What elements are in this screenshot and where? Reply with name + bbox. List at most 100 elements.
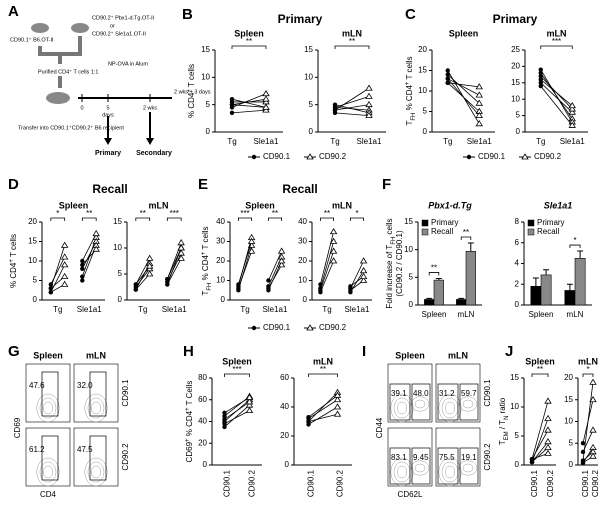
y-tick-label: 15 — [304, 45, 313, 54]
data-point — [589, 378, 597, 385]
contour — [458, 396, 478, 412]
pair-line — [135, 265, 150, 285]
contour — [462, 463, 474, 473]
gate-value: 75.5 — [439, 453, 455, 462]
data-point — [165, 282, 170, 287]
y-tick-label: 30 — [216, 237, 225, 246]
y-tick-label: 5 — [516, 111, 521, 120]
significance: ** — [324, 209, 330, 218]
pair-line — [320, 231, 334, 285]
label-part: T — [498, 440, 507, 445]
data-point — [445, 76, 450, 81]
legend-label: CD90.1 — [263, 323, 291, 332]
time-label: 0 — [80, 105, 83, 111]
gate — [437, 383, 459, 421]
y-tick-label: 80 — [198, 373, 207, 382]
y-tick-label: 0 — [423, 127, 428, 136]
label-part: % CD4 — [405, 85, 414, 113]
significance: *** — [232, 365, 241, 374]
subplot-title: Spleen — [234, 28, 264, 38]
data-point — [359, 266, 368, 274]
contour — [42, 465, 54, 479]
data-point — [589, 452, 597, 459]
legend-marker — [251, 325, 257, 331]
pair-line — [231, 98, 267, 106]
data-point — [60, 241, 69, 248]
y-tick-label: 15 — [404, 217, 413, 226]
label-part: + — [185, 407, 191, 411]
contour — [462, 399, 474, 409]
data-point — [222, 413, 227, 419]
pair-line — [531, 430, 549, 460]
y-tick-label: 5 — [569, 438, 574, 447]
data-point — [329, 257, 338, 264]
label-part: / T — [498, 420, 507, 432]
gate-value: 47.6 — [29, 381, 45, 390]
label-part: T cells — [187, 64, 196, 89]
label-part: FH — [391, 237, 397, 245]
contour — [84, 393, 108, 423]
data-point — [580, 441, 586, 446]
data-point — [538, 77, 543, 82]
timeline-ticks — [81, 94, 151, 102]
panel-letter: I — [362, 343, 366, 360]
pair-line — [224, 401, 250, 420]
data-point — [48, 286, 54, 291]
sig-bracket — [135, 217, 151, 221]
y-tick-label: 10 — [216, 276, 225, 285]
label-part: CD69 — [185, 441, 194, 462]
x-tick-label: Sle1a1 — [254, 137, 279, 146]
pair-line — [308, 395, 338, 418]
x-tick-label: CD90.2 — [591, 469, 600, 497]
pair-line — [231, 93, 267, 108]
pair-line — [82, 249, 97, 266]
pair-line — [50, 245, 66, 289]
y-tick-label: 4 — [515, 259, 520, 268]
pair-line — [135, 258, 151, 285]
time-label: 5 — [106, 105, 109, 111]
subplot-title: Spleen — [222, 356, 252, 366]
y-tick-label: 6 — [515, 238, 520, 247]
significance: ** — [431, 264, 437, 273]
bar — [540, 274, 552, 306]
contour — [444, 401, 456, 415]
y-tick-label: 15 — [418, 66, 427, 75]
legend-swatch — [421, 228, 429, 236]
contour — [410, 460, 430, 476]
gate — [41, 435, 59, 481]
axis-label: % CD4+ T cells — [9, 234, 19, 288]
contour — [390, 457, 414, 487]
significance: ** — [349, 37, 355, 46]
y-tick-label: 0 — [221, 295, 226, 304]
panel-title: Recall — [282, 182, 317, 196]
x-tick-label: CD90.2 — [546, 469, 555, 497]
subplot-title: Pbx1-d.Tg — [428, 200, 472, 210]
data-point — [544, 414, 552, 421]
data-point — [145, 270, 154, 277]
panel-letter: D — [8, 176, 19, 193]
panel-title: Primary — [493, 12, 538, 26]
legend-label: Primary — [537, 218, 565, 227]
data-point — [92, 229, 100, 237]
flow-plot — [25, 427, 71, 487]
pair-line — [135, 268, 150, 288]
donor-label: CD90.2⁺ Sle1a1.OT-II — [92, 30, 146, 37]
x-tick-label: Sle1a1 — [77, 305, 102, 314]
pair-line — [238, 241, 252, 285]
data-point — [544, 438, 552, 445]
data-point — [329, 247, 338, 254]
panel-letter: G — [8, 343, 20, 360]
gate — [389, 447, 411, 485]
panel-letter: B — [182, 6, 193, 23]
y-tick-label: 15 — [28, 237, 37, 246]
panel-letter: A — [8, 3, 19, 20]
subplot-title: mLN — [313, 356, 333, 366]
bar — [574, 258, 586, 306]
pair-line — [540, 69, 573, 123]
error-bar — [543, 269, 550, 275]
pair-line — [166, 253, 182, 282]
y-tick-label: 0 — [33, 295, 38, 304]
label-part: N — [504, 416, 510, 420]
data-point — [133, 287, 139, 292]
significance: *** — [170, 209, 179, 218]
